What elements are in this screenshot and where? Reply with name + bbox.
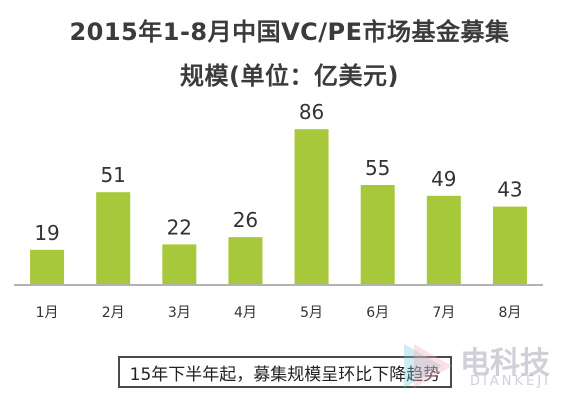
note-text: 15年下半年起，募集规模呈环比下降趋势	[129, 364, 441, 385]
bar	[96, 192, 131, 284]
x-tick-label: 8月	[498, 305, 521, 321]
x-tick-label: 3月	[168, 305, 191, 321]
chart-title-line2: 规模(单位：亿美元)	[180, 62, 399, 90]
bar-value-label: 55	[365, 156, 390, 180]
bar	[294, 129, 329, 284]
watermark-text: 电科技	[460, 346, 550, 381]
bar	[162, 244, 197, 284]
x-tick-label: 7月	[432, 305, 455, 321]
bar	[492, 206, 527, 284]
x-tick-label: 5月	[300, 305, 323, 321]
x-tick-label: 4月	[234, 305, 257, 321]
bar	[30, 249, 65, 284]
bar	[360, 185, 395, 284]
bar-value-label: 49	[431, 167, 456, 191]
diankeji-logo-icon	[404, 344, 452, 388]
bar-value-label: 22	[167, 215, 192, 239]
bar	[228, 237, 263, 284]
bar-value-label: 51	[100, 163, 125, 187]
bar-value-label: 19	[34, 221, 59, 245]
bar-value-label: 86	[299, 100, 324, 124]
x-tick-label: 1月	[36, 305, 59, 321]
bar-value-label: 26	[233, 208, 258, 232]
chart-title-line1: 2015年1-8月中国VC/PE市场基金募集	[69, 18, 510, 46]
bar-value-label: 43	[497, 178, 522, 202]
x-tick-label: 6月	[366, 305, 389, 321]
bar	[426, 195, 461, 284]
watermark: 电科技 DIANKEJI	[398, 330, 568, 400]
watermark-subtext: DIANKEJI	[470, 374, 551, 389]
x-tick-label: 2月	[102, 305, 125, 321]
note-box: 15年下半年起，募集规模呈环比下降趋势	[118, 356, 452, 388]
